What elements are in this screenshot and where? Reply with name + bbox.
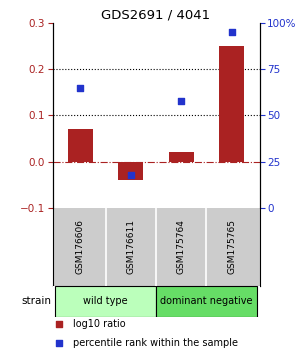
Text: GSM176606: GSM176606 <box>76 219 85 274</box>
Bar <box>219 46 244 162</box>
Point <box>179 98 184 103</box>
Text: GSM175765: GSM175765 <box>227 219 236 274</box>
Bar <box>118 162 143 180</box>
Text: wild type: wild type <box>83 296 128 306</box>
Bar <box>55 286 156 317</box>
Bar <box>68 129 93 162</box>
Point <box>78 85 83 91</box>
Text: log10 ratio: log10 ratio <box>73 319 126 329</box>
Text: dominant negative: dominant negative <box>160 296 253 306</box>
Bar <box>156 286 257 317</box>
Text: GSM176611: GSM176611 <box>126 219 135 274</box>
Title: GDS2691 / 4041: GDS2691 / 4041 <box>101 9 211 22</box>
Point <box>229 29 234 35</box>
Bar <box>169 153 194 162</box>
Point <box>56 321 61 327</box>
Text: percentile rank within the sample: percentile rank within the sample <box>73 338 238 348</box>
Text: GSM175764: GSM175764 <box>177 219 186 274</box>
Point <box>128 172 133 177</box>
Text: strain: strain <box>21 296 51 306</box>
Point <box>56 341 61 346</box>
